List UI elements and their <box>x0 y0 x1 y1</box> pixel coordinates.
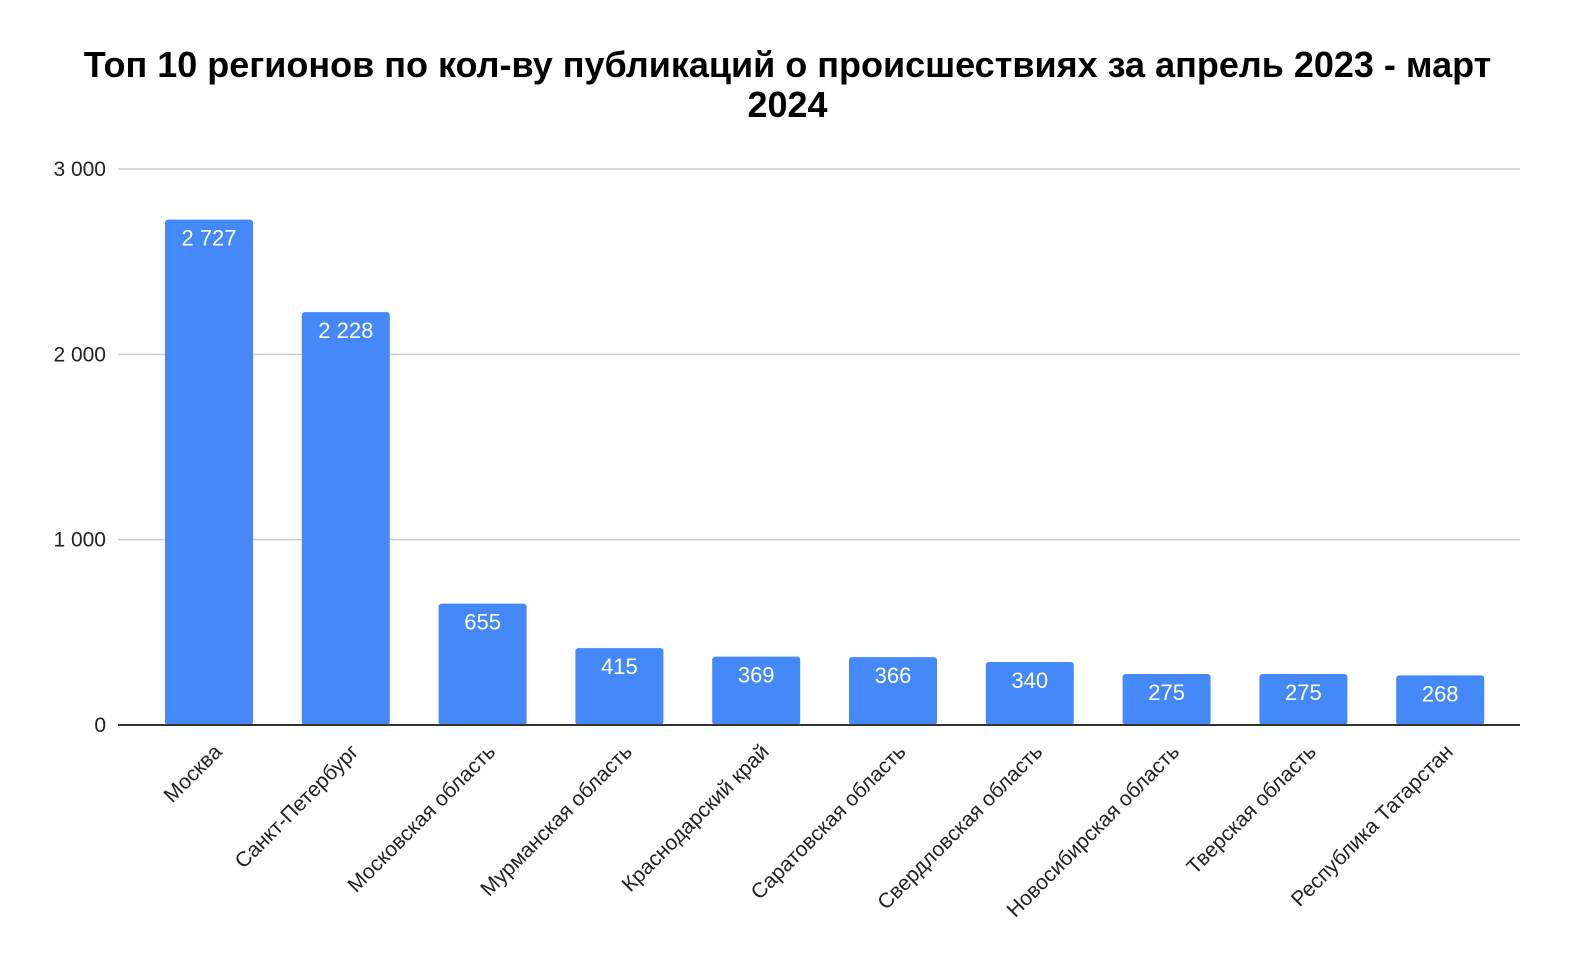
bar <box>985 661 1074 725</box>
y-tick-label: 3 000 <box>53 158 106 181</box>
chart-title: Топ 10 регионов по кол-ву публикаций о п… <box>83 44 1492 125</box>
bar <box>712 656 801 725</box>
bar-value-label: 366 <box>875 663 912 688</box>
bars <box>165 219 1485 725</box>
bar-value-label: 275 <box>1285 680 1322 705</box>
x-tick-label: Москва <box>160 740 227 807</box>
x-tick-label: Краснодарский край <box>618 740 774 896</box>
y-tick-label: 0 <box>94 714 106 737</box>
bar <box>165 219 253 725</box>
y-tick-label: 1 000 <box>53 529 106 552</box>
bar <box>438 603 527 725</box>
bar-value-label: 415 <box>601 654 638 679</box>
bar <box>1259 674 1348 725</box>
bar <box>1396 675 1485 725</box>
x-tick-label: Тверская область <box>1182 740 1321 879</box>
x-tick-label: Мурманская область <box>476 740 637 901</box>
bar-value-label: 268 <box>1422 681 1459 706</box>
x-tick-label: Республика Татарстан <box>1287 740 1458 911</box>
bar <box>849 657 937 725</box>
x-tick-label: Московская область <box>343 740 500 897</box>
x-tick-label: Саратовская область <box>747 740 911 904</box>
x-tick-label: Санкт-Петербург <box>231 740 364 873</box>
bar-value-label: 369 <box>738 663 775 688</box>
y-tick-label: 2 000 <box>53 343 106 366</box>
bar <box>1122 674 1211 725</box>
bar-value-label: 2 727 <box>181 226 236 251</box>
bar-value-label: 340 <box>1011 668 1048 693</box>
bar-value-label: 275 <box>1148 680 1185 705</box>
bar <box>301 312 390 725</box>
bar <box>575 648 664 725</box>
bar-value-label: 2 228 <box>318 318 373 343</box>
bar-value-label: 655 <box>464 610 501 635</box>
